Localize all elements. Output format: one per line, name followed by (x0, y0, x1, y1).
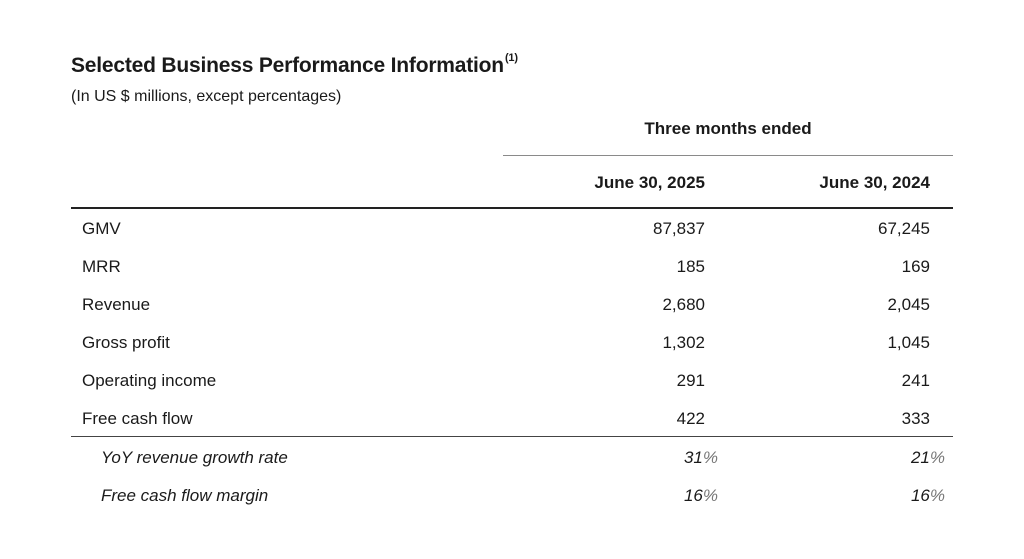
period-group-header: Three months ended (644, 119, 812, 138)
table-row-yoy-growth: YoY revenue growth rate 31% 21% (0, 438, 1024, 476)
group-divider (503, 155, 953, 156)
row-label: Operating income (82, 371, 217, 390)
table-row-gross-profit: Gross profit 1,302 1,045 (0, 323, 1024, 361)
table-row-free-cash-flow: Free cash flow 422 333 (0, 399, 1024, 437)
table-row-gmv: GMV 87,837 67,245 (0, 209, 1024, 247)
value-2024: 2,045 (887, 295, 930, 314)
value-2025: 16% (683, 486, 718, 505)
value-2024: 16% (910, 486, 945, 505)
percent-sign: % (929, 448, 945, 467)
row-label: GMV (82, 219, 121, 238)
value-2024: 241 (901, 371, 930, 390)
value-2024: 1,045 (887, 333, 930, 352)
value-2025: 87,837 (653, 219, 705, 238)
percent-sign: % (702, 486, 718, 505)
value-2024: 333 (901, 409, 930, 428)
table-row-mrr: MRR 185 169 (0, 247, 1024, 285)
value-2025: 2,680 (662, 295, 705, 314)
row-label: Gross profit (82, 333, 170, 352)
row-label: YoY revenue growth rate (101, 448, 288, 467)
value-2024: 169 (901, 257, 930, 276)
table-row-operating-income: Operating income 291 241 (0, 361, 1024, 399)
row-label: MRR (82, 257, 121, 276)
row-label: Free cash flow margin (101, 486, 269, 505)
ratio-divider (71, 436, 953, 437)
value-2025: 185 (676, 257, 705, 276)
table-title: Selected Business Performance Informatio… (71, 52, 518, 77)
value-2025: 1,302 (662, 333, 705, 352)
value-2024: 21% (910, 448, 945, 467)
title-footnote: (1) (504, 52, 518, 64)
value-2025: 291 (676, 371, 705, 390)
row-label: Free cash flow (82, 409, 193, 428)
row-label: Revenue (82, 295, 151, 314)
value-2025: 422 (676, 409, 705, 428)
table-row-revenue: Revenue 2,680 2,045 (0, 285, 1024, 323)
column-header-2025: June 30, 2025 (594, 173, 705, 192)
percent-sign: % (929, 486, 945, 505)
table-row-fcf-margin: Free cash flow margin 16% 16% (0, 476, 1024, 514)
header-divider (71, 207, 953, 209)
value-2024: 67,245 (878, 219, 930, 238)
value-2025: 31% (683, 448, 718, 467)
percent-sign: % (702, 448, 718, 467)
table-subtitle: (In US $ millions, except percentages) (71, 88, 342, 105)
column-header-2024: June 30, 2024 (819, 173, 930, 192)
